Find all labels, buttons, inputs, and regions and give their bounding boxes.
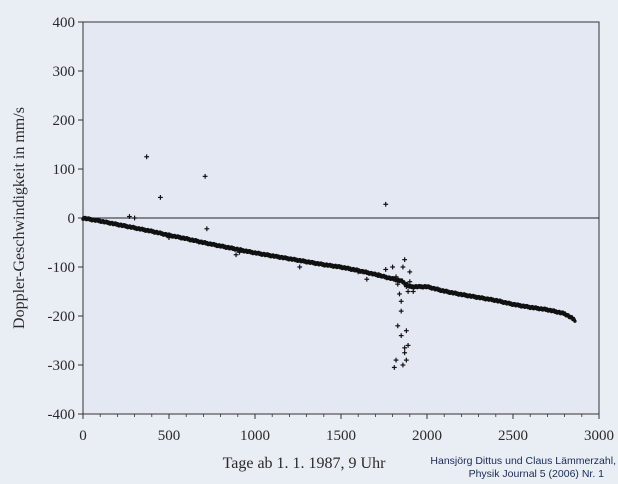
y-tick-label: 400 xyxy=(53,15,76,31)
y-tick-label: -400 xyxy=(48,407,76,423)
x-tick-label: 3000 xyxy=(584,428,614,444)
y-tick-label: -100 xyxy=(48,260,76,276)
outlier-point xyxy=(166,235,172,240)
trend-point xyxy=(573,319,577,323)
outlier-point xyxy=(144,154,150,160)
y-tick-label: -300 xyxy=(48,358,76,374)
outlier-point xyxy=(383,201,389,207)
y-tick-label: 300 xyxy=(53,64,76,80)
outlier-point xyxy=(397,291,402,297)
outlier-point xyxy=(400,264,406,270)
outlier-point xyxy=(398,298,404,304)
outlier-point xyxy=(398,333,404,338)
credit-line-1: Hansjörg Dittus und Claus Lämmerzahl, xyxy=(430,455,616,467)
outlier-point xyxy=(204,226,210,232)
outlier-point xyxy=(400,362,406,368)
outlier-point xyxy=(405,289,411,294)
outlier-point xyxy=(355,269,361,275)
outlier-point xyxy=(390,264,395,270)
outlier-point xyxy=(410,289,416,294)
outlier-point xyxy=(402,350,408,356)
outlier-point xyxy=(132,215,137,221)
outlier-point xyxy=(402,257,408,263)
outlier-point xyxy=(403,284,409,289)
credit-line-2: Physik Journal 5 (2006) Nr. 1 xyxy=(469,468,605,480)
outlier-point xyxy=(364,276,370,282)
outlier-point xyxy=(393,274,399,280)
outlier-point xyxy=(405,343,411,348)
x-tick-label: 2000 xyxy=(412,428,442,444)
x-tick-label: 500 xyxy=(158,428,181,444)
outlier-point xyxy=(403,357,409,363)
y-tick-label: 200 xyxy=(53,113,76,129)
outlier-point xyxy=(376,271,382,277)
outlier-point xyxy=(237,249,242,255)
outlier-point xyxy=(402,345,408,351)
y-tick-label: 100 xyxy=(53,162,76,178)
y-tick-label: -200 xyxy=(48,309,76,325)
outlier-point xyxy=(398,308,404,314)
outlier-point xyxy=(391,365,397,370)
x-tick-label: 1000 xyxy=(240,428,270,444)
y-axis: 400 300 200 100 0 -100 -200 -300 -400 xyxy=(48,15,83,423)
x-tick-label: 2500 xyxy=(498,428,528,444)
outlier-point xyxy=(395,323,401,329)
outlier-point xyxy=(393,357,399,363)
outlier-point xyxy=(403,328,409,334)
x-axis: 0 500 1000 1500 2000 2500 3000 xyxy=(79,414,614,444)
outlier-point xyxy=(158,195,163,200)
y-tick-label: 0 xyxy=(68,211,76,227)
outlier-point xyxy=(407,269,413,275)
outlier-point xyxy=(297,264,303,270)
outlier-point xyxy=(383,267,389,272)
outlier-point xyxy=(395,281,401,287)
data-points xyxy=(81,154,577,370)
x-axis-title: Tage ab 1. 1. 1987, 9 Uhr xyxy=(223,455,387,472)
x-tick-label: 1500 xyxy=(326,428,356,444)
outlier-point xyxy=(127,214,132,219)
outlier-point xyxy=(233,252,239,258)
outlier-point xyxy=(202,173,208,179)
x-tick-label: 0 xyxy=(79,428,87,444)
outlier-point xyxy=(407,279,413,285)
y-axis-title: Doppler-Geschwindigkeit in mm/s xyxy=(11,107,28,329)
